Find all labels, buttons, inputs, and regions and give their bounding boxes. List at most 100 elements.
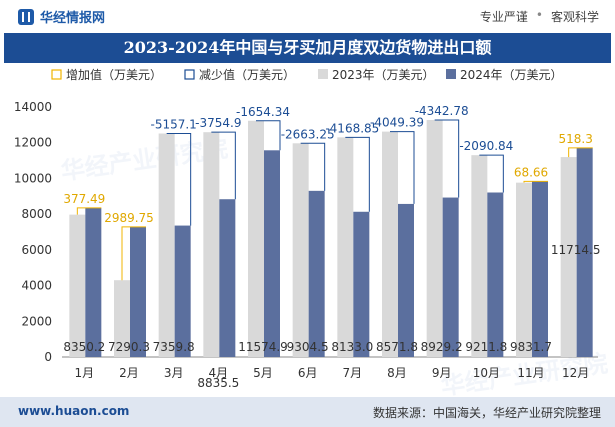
bar-2023	[69, 214, 86, 357]
x-tick-label: 4月	[209, 366, 229, 380]
legend-swatch	[446, 69, 456, 79]
y-tick-label: 12000	[14, 136, 52, 150]
change-bracket	[434, 119, 460, 198]
legend-swatch	[318, 69, 328, 79]
bar-2024	[308, 190, 325, 357]
x-tick-label: 6月	[298, 366, 318, 380]
bar-2023	[337, 137, 354, 357]
brand[interactable]: 华经情报网	[18, 7, 105, 26]
change-label: -2663.25	[281, 127, 335, 141]
bar-2024	[576, 147, 593, 357]
change-label: 377.49	[63, 192, 105, 206]
legend-label: 增加值（万美元）	[66, 67, 162, 82]
bar-2023	[426, 120, 443, 357]
brand-logo-icon	[18, 8, 34, 25]
y-tick-label: 0	[44, 350, 52, 364]
footer-site-link[interactable]: www.huaon.com	[18, 404, 130, 418]
y-tick-label: 6000	[21, 243, 52, 257]
change-label: 518.3	[558, 132, 592, 146]
change-label: 68.66	[514, 165, 548, 179]
change-label: -4049.39	[370, 116, 424, 130]
change-bracket	[479, 154, 504, 193]
top-bar: 华经情报网 专业严谨 • 客观科学	[0, 0, 615, 32]
change-bracket	[256, 120, 281, 151]
change-bracket	[345, 136, 370, 212]
bar-2024-value-label: 9211.8	[465, 340, 507, 354]
bar-2024-value-label: 9304.5	[287, 340, 329, 354]
x-tick-label: 10月	[473, 366, 500, 380]
change-bracket	[390, 131, 415, 204]
footer-source: 数据来源：中国海关，华经产业研究院整理	[372, 406, 601, 420]
x-tick-label: 3月	[164, 366, 184, 380]
change-bracket	[211, 131, 236, 200]
bar-2024	[174, 225, 191, 357]
y-tick-label: 14000	[14, 100, 52, 114]
bar-2023	[560, 157, 577, 357]
bar-2024-value-label: 7359.8	[153, 340, 195, 354]
bar-2024	[219, 199, 236, 357]
change-label: -5157.1	[151, 117, 197, 131]
bar-2024-value-label: 8835.5	[197, 376, 239, 390]
chart-title: 2023-2024年中国与牙买加月度双边货物进出口额	[123, 38, 492, 57]
legend-label: 2024年（万美元）	[460, 68, 563, 82]
bar-chart: 增加值（万美元） 减少值（万美元） 2023年（万美元） 2024年（万美元） 0 200…	[14, 67, 601, 390]
change-bracket	[121, 226, 146, 281]
bar-2024-value-label: 8571.8	[376, 340, 418, 354]
legend-swatch	[184, 69, 195, 80]
bar-2024-value-label: 8133.0	[331, 340, 373, 354]
change-label: -4168.85	[325, 121, 379, 135]
bar-2023	[114, 280, 130, 357]
bar-2023	[158, 133, 175, 357]
footer: www.huaon.com 数据来源：中国海关，华经产业研究院整理	[0, 397, 615, 427]
bar-2024	[532, 181, 548, 357]
bar-2023	[203, 132, 220, 357]
bar-2024-value-label: 7290.3	[108, 340, 150, 354]
bar-2023	[382, 131, 398, 357]
x-tick-label: 8月	[387, 366, 407, 380]
x-tick-label: 12月	[562, 366, 589, 380]
change-label: -2090.84	[459, 139, 513, 153]
change-bracket	[76, 207, 102, 215]
legend-label: 减少值（万美元）	[199, 67, 295, 82]
tag-separator: •	[535, 8, 543, 22]
legend-swatch	[51, 69, 62, 80]
x-tick-label: 1月	[75, 366, 95, 380]
change-bracket	[300, 142, 326, 191]
bar-2024	[130, 226, 146, 357]
tag-objective: 客观科学	[550, 10, 599, 24]
brand-name: 华经情报网	[40, 11, 106, 26]
change-label: 2989.75	[104, 211, 154, 225]
bar-2024	[353, 211, 370, 357]
y-tick-label: 4000	[21, 279, 52, 293]
bar-2024	[398, 203, 414, 357]
bar-2024-value-label: 8929.2	[421, 340, 463, 354]
change-bracket	[166, 132, 192, 226]
header-tags: 专业严谨 • 客观科学	[480, 8, 599, 25]
bar-2024	[487, 192, 504, 357]
x-tick-label: 9月	[432, 366, 452, 380]
bar-2023	[292, 143, 309, 357]
bar-2024	[264, 150, 280, 357]
bar-2023	[248, 120, 264, 357]
x-tick-label: 11月	[517, 366, 544, 380]
x-tick-label: 2月	[119, 366, 139, 380]
bar-2024-value-label: 9831.7	[510, 340, 552, 354]
y-tick-label: 8000	[21, 207, 52, 221]
change-bracket	[523, 180, 548, 183]
bar-2024-value-label: 11714.5	[551, 243, 601, 257]
change-label: -1654.34	[236, 105, 290, 119]
bar-2024-value-label: 11574.9	[238, 340, 288, 354]
title-bar: 2023-2024年中国与牙买加月度双边货物进出口额	[4, 33, 611, 63]
legend-label: 2023年（万美元）	[332, 68, 435, 82]
bar-2024	[442, 197, 459, 357]
bar-2023	[471, 155, 488, 357]
x-tick-label: 5月	[253, 366, 273, 380]
bar-2024	[85, 207, 102, 357]
change-label: -3754.9	[195, 116, 241, 130]
tag-professional: 专业严谨	[479, 10, 528, 24]
change-bracket	[568, 147, 593, 158]
bar-2024-value-label: 8350.2	[63, 340, 105, 354]
x-tick-label: 7月	[343, 366, 363, 380]
y-tick-label: 10000	[14, 171, 52, 185]
bar-2023	[516, 182, 532, 357]
